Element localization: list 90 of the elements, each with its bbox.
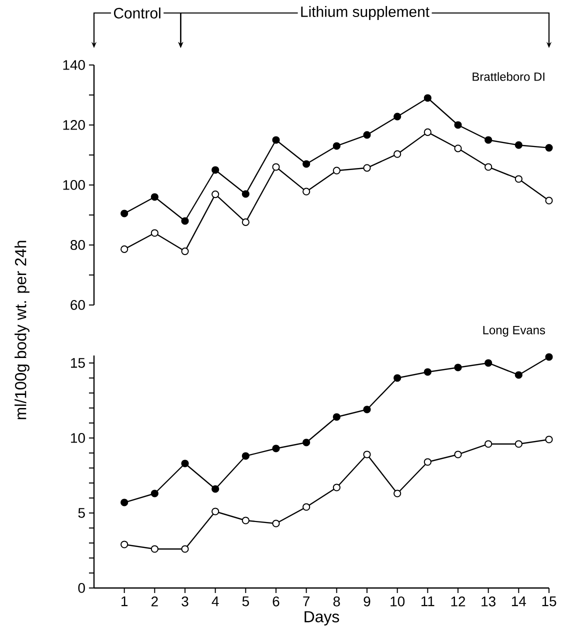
point	[363, 450, 371, 458]
point	[454, 144, 462, 152]
y-tick-label: 10	[71, 433, 85, 443]
point	[120, 540, 128, 548]
point	[394, 490, 402, 498]
point	[332, 413, 340, 421]
y-tick-label: 5	[78, 508, 85, 518]
point	[484, 440, 492, 448]
x-tick-label: 15	[542, 596, 556, 606]
point	[181, 460, 189, 468]
point	[212, 190, 220, 198]
y-tick-label: 100	[63, 180, 85, 190]
point	[545, 436, 553, 444]
chart-title: Long Evans	[483, 326, 546, 337]
y-tick-label: 80	[70, 240, 85, 250]
point	[212, 508, 220, 516]
point	[454, 364, 462, 372]
y-tick-label: 0	[78, 583, 85, 593]
point	[394, 112, 402, 120]
x-tick-label: 2	[151, 596, 158, 606]
point	[272, 136, 280, 144]
y-tick-label: 60	[70, 300, 85, 310]
point	[120, 498, 128, 506]
point	[181, 247, 189, 256]
x-tick-label: 10	[390, 596, 405, 606]
point	[272, 444, 280, 452]
point	[454, 121, 462, 129]
x-tick-label: 7	[303, 596, 310, 606]
point	[272, 163, 280, 171]
y-tick-label: 15	[71, 358, 85, 368]
chart-title: Brattleboro DI	[472, 72, 544, 81]
point	[332, 484, 340, 492]
point	[302, 503, 310, 511]
point	[242, 516, 250, 524]
point	[242, 218, 250, 226]
point	[545, 353, 553, 361]
point	[514, 141, 522, 149]
point	[332, 142, 340, 150]
point	[120, 210, 128, 218]
point	[545, 196, 553, 204]
x-tick-label: 6	[272, 596, 280, 606]
y-axis-title: ml/100g body wt. per 24h	[14, 240, 30, 420]
point	[181, 217, 189, 225]
point	[212, 166, 220, 174]
point	[150, 490, 158, 498]
point	[484, 136, 492, 144]
text: Lithium supplement	[301, 6, 430, 20]
point	[150, 193, 158, 201]
point	[424, 128, 432, 136]
text: Control	[114, 8, 160, 18]
point	[363, 131, 371, 139]
point	[150, 229, 158, 237]
point	[242, 452, 250, 460]
point	[302, 438, 310, 446]
x-tick-label: 11	[421, 596, 434, 606]
point	[120, 245, 128, 253]
x-tick-label: 8	[333, 596, 340, 606]
point	[514, 440, 522, 448]
point	[181, 545, 189, 553]
point	[363, 406, 371, 414]
point	[302, 160, 310, 168]
point	[514, 371, 522, 379]
x-tick-label: 1	[122, 596, 128, 606]
x-tick-label: 5	[242, 596, 249, 606]
point	[394, 374, 402, 382]
x-tick-label: 13	[482, 596, 496, 606]
point	[272, 520, 280, 528]
x-tick-label: 9	[364, 596, 370, 606]
point	[514, 175, 522, 183]
point	[424, 458, 432, 466]
point	[484, 163, 492, 171]
x-tick-label: 4	[212, 596, 219, 606]
x-axis-title: Days	[304, 611, 340, 626]
point	[394, 150, 402, 158]
point	[302, 188, 310, 196]
y-tick-label: 140	[63, 60, 85, 70]
x-tick-label: 14	[512, 596, 526, 606]
point	[454, 450, 462, 458]
point	[484, 359, 492, 367]
point	[212, 485, 220, 493]
point	[545, 144, 553, 152]
x-tick-label: 3	[182, 596, 188, 606]
point	[332, 166, 340, 174]
point	[150, 545, 158, 553]
point	[242, 190, 250, 198]
point	[424, 368, 432, 376]
point	[424, 94, 432, 102]
y-tick-label: 120	[63, 120, 85, 130]
x-tick-label: 12	[451, 596, 466, 606]
point	[363, 164, 371, 172]
